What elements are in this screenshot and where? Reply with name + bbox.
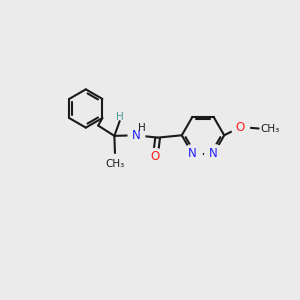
Text: H: H [116, 112, 124, 122]
Text: CH₃: CH₃ [105, 159, 124, 169]
Text: N: N [188, 147, 197, 160]
Text: H: H [138, 123, 146, 133]
Text: N: N [209, 147, 218, 160]
Text: O: O [151, 150, 160, 163]
Text: O: O [236, 121, 245, 134]
Text: CH₃: CH₃ [260, 124, 279, 134]
Text: N: N [132, 129, 141, 142]
